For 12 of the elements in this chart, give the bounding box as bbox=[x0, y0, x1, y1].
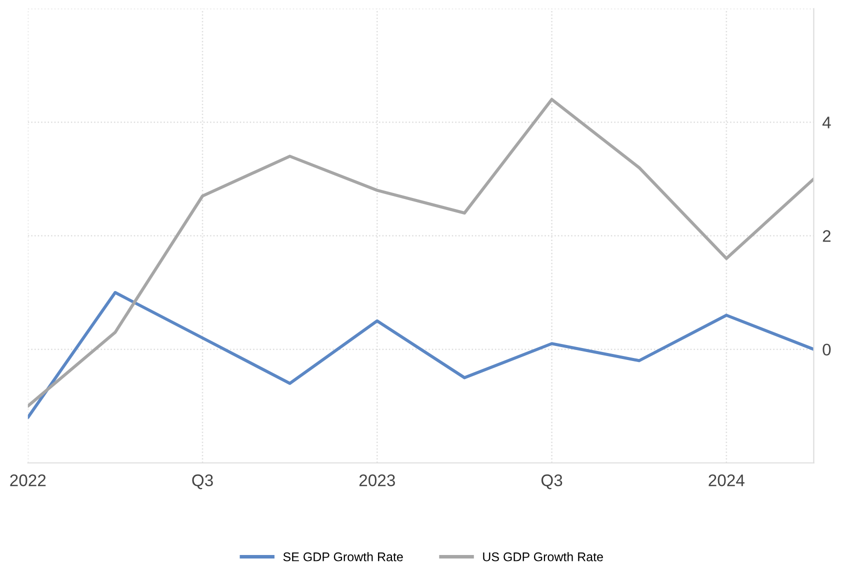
line-series bbox=[28, 291, 814, 419]
x-tick-label: 2024 bbox=[708, 474, 744, 486]
x-tick-label: Q3 bbox=[541, 474, 562, 490]
y-tick-label: 0 bbox=[822, 344, 831, 356]
y-tick-label: 4 bbox=[822, 116, 831, 128]
y-tick-label: 2 bbox=[822, 230, 830, 242]
x-tick-label: 2023 bbox=[359, 474, 395, 486]
legend-label: SE GDP Growth Rate bbox=[283, 552, 403, 562]
line-series bbox=[28, 98, 814, 408]
legend-label: US GDP Growth Rate bbox=[483, 552, 603, 562]
x-tick-label: 2022 bbox=[10, 474, 46, 486]
x-tick-label: Q3 bbox=[192, 474, 213, 490]
